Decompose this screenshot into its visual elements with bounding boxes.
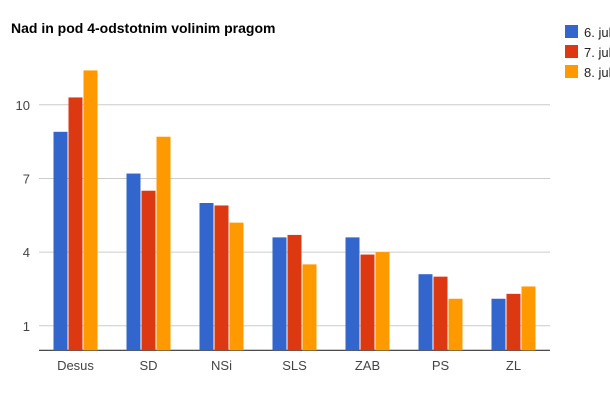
bar-desus-0[interactable] [53,131,68,351]
x-tick-label: PS [432,358,450,373]
bar-sls-0[interactable] [272,237,287,351]
bar-sls-2[interactable] [302,264,317,351]
x-tick-label: SLS [282,358,307,373]
y-tick-label: 1 [23,319,30,334]
bar-sd-0[interactable] [126,173,141,351]
bar-desus-2[interactable] [83,70,98,351]
legend-label[interactable]: 6. jul [584,25,610,40]
y-tick-label: 7 [23,171,30,186]
chart-title: Nad in pod 4-odstotnim volinim pragom [11,20,275,36]
legend-swatch [565,45,578,58]
y-tick-label: 4 [23,245,30,260]
legend-swatch [565,65,578,78]
bar-zab-1[interactable] [360,254,375,351]
bar-sd-1[interactable] [141,190,156,351]
x-tick-label: ZL [506,358,521,373]
legend-label[interactable]: 7. jul [584,45,610,60]
x-tick-label: ZAB [355,358,380,373]
bar-zl-0[interactable] [491,298,506,351]
bar-nsi-0[interactable] [199,203,214,351]
bar-sls-1[interactable] [287,234,302,351]
x-tick-label: Desus [57,358,94,373]
bar-ps-0[interactable] [418,274,433,351]
bar-zl-2[interactable] [521,286,536,351]
legend-swatch [565,25,578,38]
bar-ps-1[interactable] [433,276,448,351]
bar-nsi-1[interactable] [214,205,229,351]
bar-zl-1[interactable] [506,293,521,351]
x-tick-label: SD [139,358,157,373]
y-tick-label: 10 [16,98,30,113]
bar-desus-1[interactable] [68,97,83,351]
legend-label[interactable]: 8. jul [584,65,610,80]
bar-sd-2[interactable] [156,136,171,351]
bar-zab-2[interactable] [375,252,390,351]
x-tick-label: NSi [211,358,232,373]
bar-zab-0[interactable] [345,237,360,351]
bar-nsi-2[interactable] [229,222,244,351]
bar-ps-2[interactable] [448,298,463,351]
